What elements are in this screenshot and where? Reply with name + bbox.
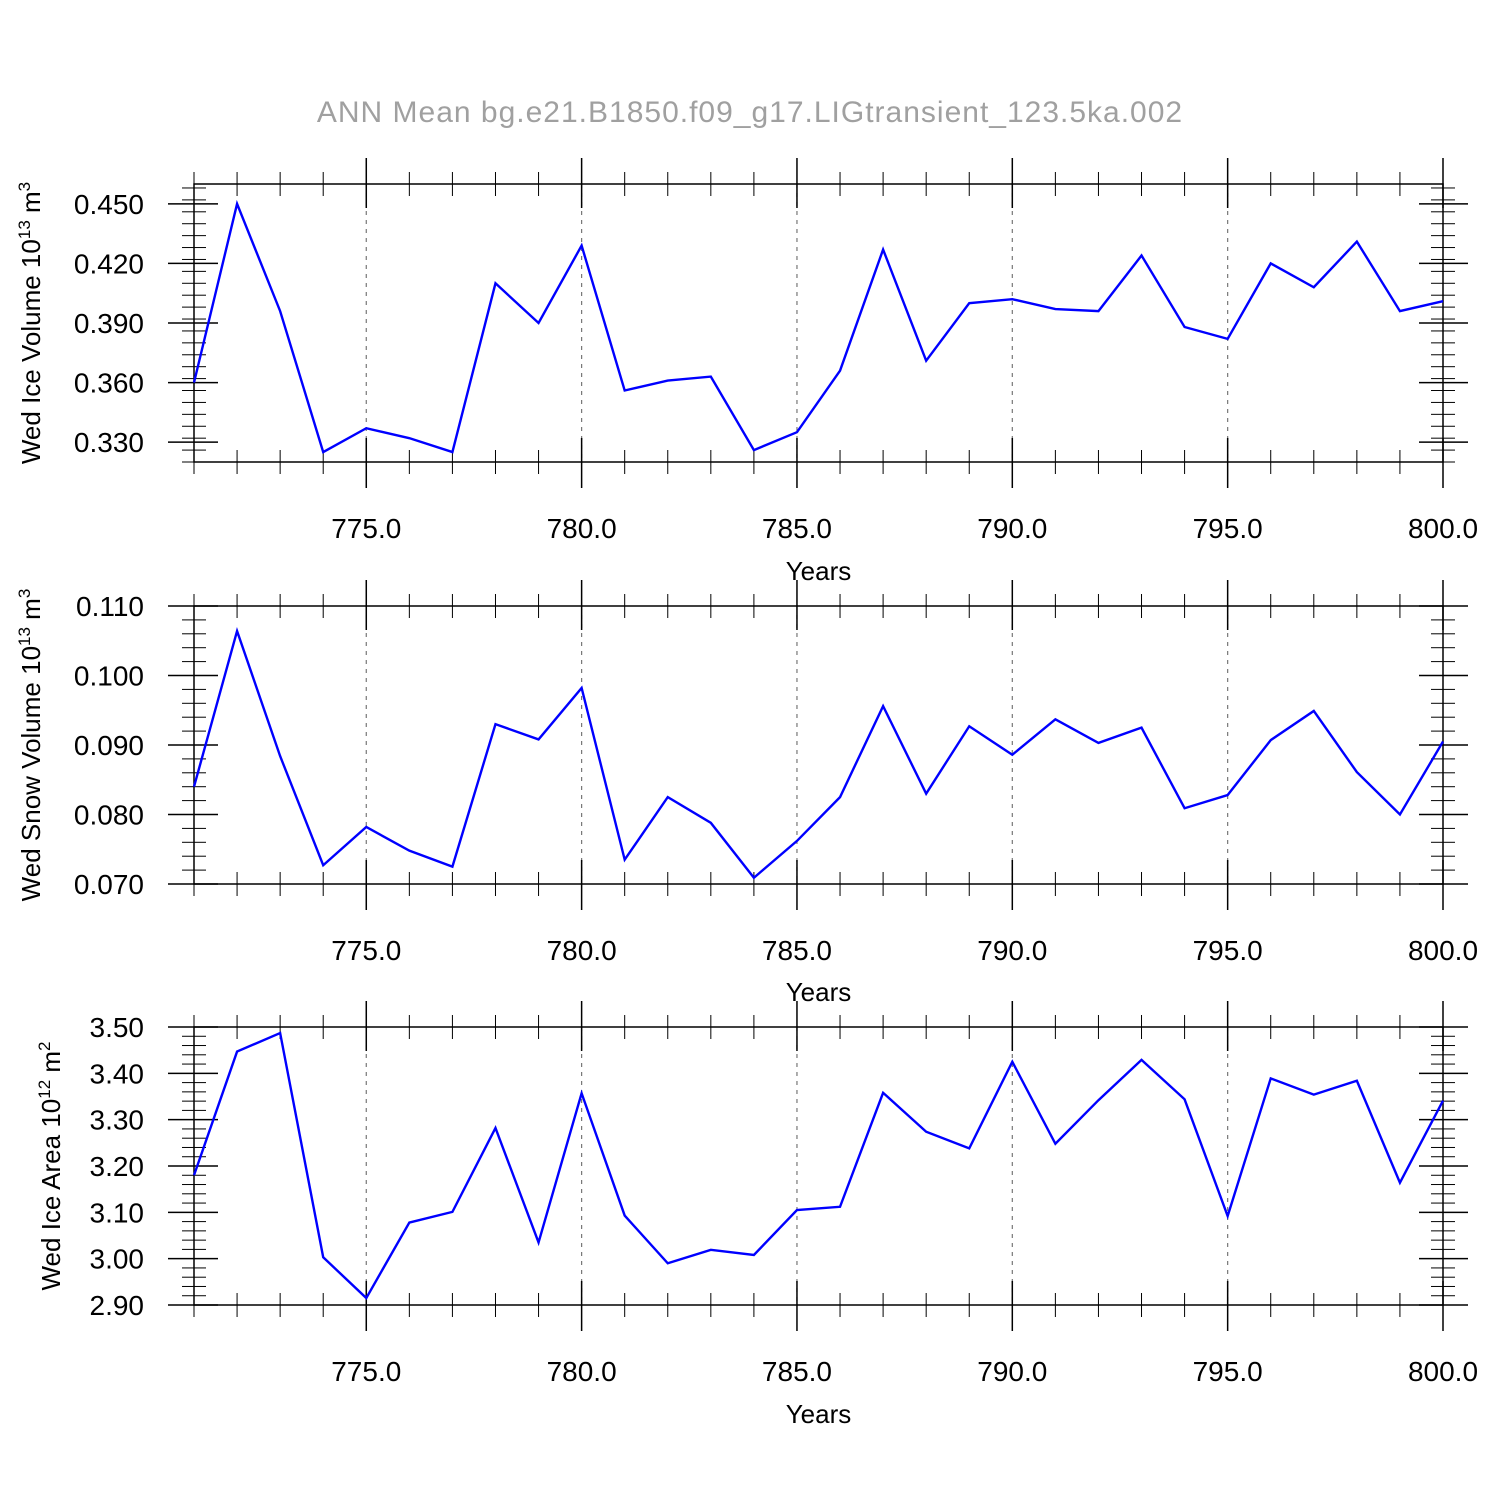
x-axis-label: Years <box>786 1399 852 1429</box>
y-tick-label: 3.30 <box>90 1105 145 1136</box>
y-axis-label: Wed Ice Volume 1013 m3 <box>15 182 46 464</box>
y-tick-label: 0.420 <box>74 248 144 279</box>
y-tick-label: 0.390 <box>74 308 144 339</box>
y-tick-label: 2.90 <box>90 1290 145 1321</box>
y-tick-label: 0.070 <box>74 869 144 900</box>
x-tick-label: 775.0 <box>331 1356 401 1387</box>
plot-frame <box>193 605 1444 885</box>
x-tick-label: 785.0 <box>762 1356 832 1387</box>
y-tick-label: 3.00 <box>90 1244 145 1275</box>
chart-panel-2: 0.070 0.080 0.090 0.100 0.110 775.0 780.0 785.0… <box>15 580 1478 1007</box>
y-tick-label: 3.50 <box>90 1012 145 1043</box>
chart-panel-3: 2.90 3.00 3.10 3.20 3.30 3.40 3.50 775.0 780.0 78… <box>35 1001 1478 1429</box>
x-tick-label: 780.0 <box>547 513 617 544</box>
x-axis-label: Years <box>786 977 852 1007</box>
y-tick-label: 0.080 <box>74 800 144 831</box>
figure-title: ANN Mean bg.e21.B1850.f09_g17.LIGtransie… <box>317 96 1183 129</box>
data-series-line <box>192 199 1444 454</box>
x-tick-label: 800.0 <box>1408 1356 1478 1387</box>
x-axis-label: Years <box>786 556 852 586</box>
y-axis-label: Wed Ice Area 1012 m2 <box>35 1041 66 1290</box>
x-tick-label: 780.0 <box>547 1356 617 1387</box>
data-series-line <box>192 626 1445 880</box>
data-series-line <box>192 1031 1445 1300</box>
x-tick-label: 795.0 <box>1193 1356 1263 1387</box>
x-tick-label: 785.0 <box>762 513 832 544</box>
chart-panel-1: 0.330 0.360 0.390 0.420 0.450 775.0 780.0 785.0… <box>15 158 1478 586</box>
x-tick-label: 780.0 <box>547 935 617 966</box>
x-tick-label: 790.0 <box>977 513 1047 544</box>
y-tick-label: 3.20 <box>90 1151 145 1182</box>
y-tick-label: 0.450 <box>74 189 144 220</box>
y-tick-label: 0.360 <box>74 368 144 399</box>
x-tick-label: 800.0 <box>1408 513 1478 544</box>
y-tick-label: 0.330 <box>74 427 144 458</box>
x-tick-label: 795.0 <box>1193 935 1263 966</box>
x-tick-label: 795.0 <box>1193 513 1263 544</box>
plot-frame <box>193 183 1444 463</box>
x-tick-label: 800.0 <box>1408 935 1478 966</box>
y-tick-label: 3.40 <box>90 1058 145 1089</box>
x-tick-label: 790.0 <box>977 1356 1047 1387</box>
y-tick-label: 0.110 <box>76 591 144 622</box>
y-axis-label: Wed Snow Volume 1013 m3 <box>15 589 46 902</box>
plot-frame <box>193 1026 1444 1306</box>
y-tick-label: 3.10 <box>90 1197 145 1228</box>
x-tick-label: 775.0 <box>331 513 401 544</box>
x-tick-label: 785.0 <box>762 935 832 966</box>
y-tick-label: 0.100 <box>74 661 144 692</box>
y-tick-label: 0.090 <box>74 730 144 761</box>
x-tick-label: 775.0 <box>331 935 401 966</box>
panels: 0.330 0.360 0.390 0.420 0.450 775.0 780.0 785.0… <box>15 158 1478 1429</box>
x-tick-label: 790.0 <box>977 935 1047 966</box>
